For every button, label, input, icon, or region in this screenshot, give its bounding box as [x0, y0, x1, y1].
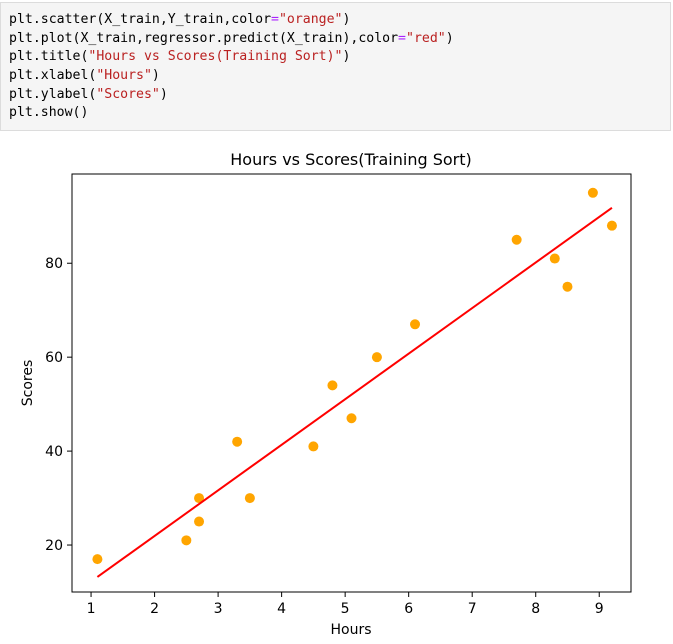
x-tick-label: 4 [277, 601, 286, 617]
code-string-token: "red" [406, 30, 446, 46]
code-line: plt.show() [9, 104, 454, 123]
plot-area [92, 187, 617, 578]
code-token: ) [151, 68, 160, 84]
x-axis: 1 2 3 4 5 6 7 8 9 [87, 592, 604, 617]
scatter-point [606, 220, 617, 231]
y-tick-label: 20 [45, 538, 63, 554]
code-line: plt.scatter(X_train,Y_train,color="orang… [9, 11, 454, 30]
scatter-chart: Hours vs Scores(Training Sort) 1 2 3 4 5 6 7 8 9… [20, 150, 632, 638]
x-tick-label: 7 [468, 601, 477, 617]
y-tick-label: 60 [45, 350, 63, 366]
code-token: ) [342, 12, 351, 27]
x-tick-label: 9 [595, 601, 604, 617]
code-token: plt.show() [9, 105, 89, 121]
code-string-token: "Hours vs Scores(Training Sort)" [88, 49, 343, 65]
code-line: plt.xlabel("Hours") [9, 67, 454, 86]
scatter-point [346, 413, 357, 424]
x-tick-label: 8 [531, 601, 540, 617]
code-line: plt.plot(X_train,regressor.predict(X_tra… [9, 30, 454, 49]
scatter-point [194, 516, 205, 527]
code-cell[interactable]: plt.scatter(X_train,Y_train,color="orang… [0, 2, 671, 131]
x-axis-label: Hours [330, 622, 371, 638]
scatter-point [511, 234, 522, 245]
regression-line [96, 207, 613, 578]
scatter-point [308, 441, 319, 452]
scatter-point [587, 187, 598, 198]
scatter-point [327, 380, 338, 391]
code-line: plt.title("Hours vs Scores(Training Sort… [9, 48, 454, 67]
scatter-point [181, 535, 192, 546]
code-string-token: "Hours" [96, 68, 152, 84]
y-tick-label: 80 [45, 256, 63, 272]
code-string-token: "orange" [278, 12, 343, 27]
code-token: plt.scatter(X_train,Y_train,color [9, 12, 272, 27]
x-tick-label: 6 [404, 601, 413, 617]
scatter-point [371, 352, 382, 363]
scatter-point [194, 493, 205, 504]
scatter-point [244, 493, 255, 504]
chart-title: Hours vs Scores(Training Sort) [230, 150, 472, 169]
code-token: plt.xlabel( [9, 68, 97, 84]
cell-output: Hours vs Scores(Training Sort) 1 2 3 4 5 6 7 8 9… [0, 140, 673, 644]
scatter-point [562, 281, 573, 292]
code-token: plt.plot(X_train,regressor.predict(X_tra… [9, 30, 399, 46]
y-axis-label: Scores [20, 360, 36, 407]
code-token: plt.ylabel( [9, 86, 97, 102]
scatter-point [232, 436, 243, 447]
code-token: ) [445, 30, 454, 46]
scatter-point [410, 319, 421, 330]
scatter-point [549, 253, 560, 264]
axes-frame [71, 173, 632, 593]
y-tick-label: 40 [45, 444, 63, 460]
x-tick-label: 3 [214, 601, 223, 617]
code-token: plt.title( [9, 49, 89, 65]
code-token: ) [342, 49, 351, 65]
x-tick-label: 1 [87, 601, 96, 617]
code-token: ) [159, 86, 168, 102]
scatter-point [92, 554, 103, 565]
x-tick-label: 5 [341, 601, 350, 617]
x-tick-label: 2 [150, 601, 159, 617]
code-operator-token: = [398, 30, 406, 46]
code-editor[interactable]: plt.scatter(X_train,Y_train,color="orang… [9, 11, 454, 123]
y-axis: 20 40 60 80 [45, 256, 72, 554]
code-operator-token: = [271, 12, 279, 27]
code-line: plt.ylabel("Scores") [9, 86, 454, 105]
code-string-token: "Scores" [96, 86, 160, 102]
